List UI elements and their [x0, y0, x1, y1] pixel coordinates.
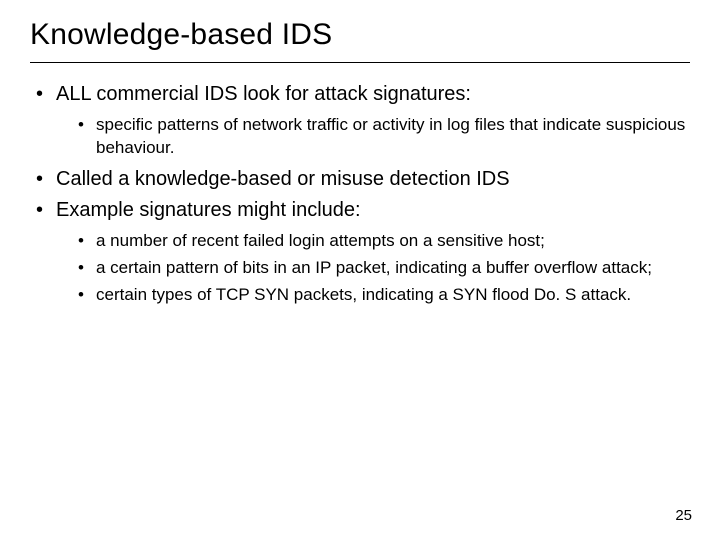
list-item: ALL commercial IDS look for attack signa…: [36, 81, 690, 160]
list-item: a number of recent failed login attempts…: [78, 230, 690, 253]
bullet-text: a certain pattern of bits in an IP packe…: [96, 258, 652, 277]
list-item: certain types of TCP SYN packets, indica…: [78, 284, 690, 307]
bullet-list-level2: a number of recent failed login attempts…: [56, 230, 690, 307]
bullet-text: specific patterns of network traffic or …: [96, 115, 685, 157]
bullet-text: ALL commercial IDS look for attack signa…: [56, 83, 471, 105]
bullet-list-level1: ALL commercial IDS look for attack signa…: [30, 81, 690, 307]
page-number: 25: [675, 507, 692, 524]
list-item: Called a knowledge-based or misuse detec…: [36, 166, 690, 193]
slide-container: Knowledge-based IDS ALL commercial IDS l…: [0, 0, 720, 540]
bullet-list-level2: specific patterns of network traffic or …: [56, 114, 690, 160]
list-item: specific patterns of network traffic or …: [78, 114, 690, 160]
bullet-text: Called a knowledge-based or misuse detec…: [56, 168, 510, 190]
bullet-text: a number of recent failed login attempts…: [96, 231, 545, 250]
list-item: a certain pattern of bits in an IP packe…: [78, 257, 690, 280]
bullet-text: certain types of TCP SYN packets, indica…: [96, 285, 631, 304]
slide-title: Knowledge-based IDS: [30, 18, 690, 63]
list-item: Example signatures might include: a numb…: [36, 197, 690, 307]
bullet-text: Example signatures might include:: [56, 199, 361, 221]
